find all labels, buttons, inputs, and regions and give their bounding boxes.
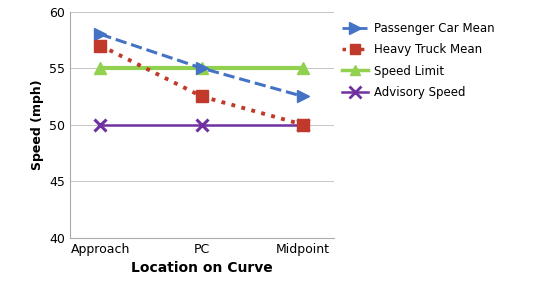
X-axis label: Location on Curve: Location on Curve <box>131 261 273 275</box>
Legend: Passenger Car Mean, Heavy Truck Mean, Speed Limit, Advisory Speed: Passenger Car Mean, Heavy Truck Mean, Sp… <box>342 22 494 99</box>
Y-axis label: Speed (mph): Speed (mph) <box>31 79 44 170</box>
